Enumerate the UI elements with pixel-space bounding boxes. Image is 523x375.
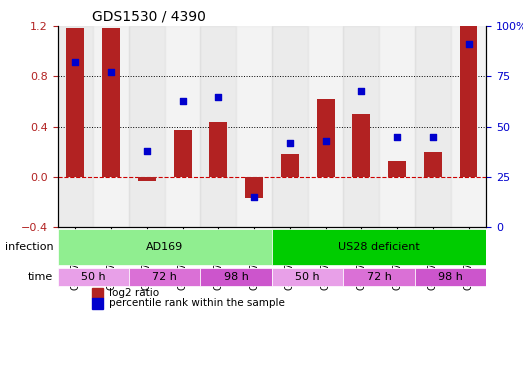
Text: percentile rank within the sample: percentile rank within the sample (109, 298, 285, 309)
Bar (281, 154, 299, 177)
Bar (344, 26, 379, 227)
Point (464, 41, 473, 47)
Bar (460, 26, 477, 177)
Bar (66, 27, 84, 177)
FancyBboxPatch shape (58, 229, 272, 265)
Point (178, 98, 187, 104)
Bar (209, 122, 228, 177)
Text: GDS1530 / 4390: GDS1530 / 4390 (92, 10, 206, 24)
Bar (138, 177, 156, 181)
FancyBboxPatch shape (415, 268, 486, 286)
FancyBboxPatch shape (58, 268, 129, 286)
FancyBboxPatch shape (200, 268, 272, 286)
Text: infection: infection (5, 242, 53, 252)
Bar (92, 298, 103, 309)
Bar (415, 26, 451, 227)
Bar (379, 26, 415, 227)
Text: US28 deficient: US28 deficient (338, 242, 420, 252)
Bar (58, 26, 93, 227)
Bar (165, 26, 200, 227)
Text: 98 h: 98 h (224, 272, 248, 282)
Bar (200, 26, 236, 227)
Point (393, 134, 401, 140)
FancyBboxPatch shape (272, 229, 486, 265)
Bar (272, 26, 308, 227)
Bar (308, 26, 344, 227)
Point (214, 94, 223, 100)
Point (357, 87, 366, 93)
Bar (353, 114, 370, 177)
Text: time: time (28, 272, 53, 282)
Bar (102, 27, 120, 177)
Point (143, 148, 151, 154)
Text: 98 h: 98 h (438, 272, 463, 282)
FancyBboxPatch shape (129, 268, 200, 286)
Point (250, 194, 258, 200)
Bar (129, 26, 165, 227)
Point (429, 134, 437, 140)
Point (286, 140, 294, 146)
Text: log2 ratio: log2 ratio (109, 288, 159, 298)
Bar (451, 26, 486, 227)
Bar (93, 26, 129, 227)
Bar (316, 99, 335, 177)
Point (107, 69, 115, 75)
Point (71, 59, 79, 65)
Bar (236, 26, 272, 227)
Text: 72 h: 72 h (152, 272, 177, 282)
Text: 50 h: 50 h (81, 272, 106, 282)
FancyBboxPatch shape (344, 268, 415, 286)
Bar (388, 160, 406, 177)
FancyBboxPatch shape (272, 268, 344, 286)
Text: 72 h: 72 h (367, 272, 392, 282)
Bar (245, 177, 263, 198)
Text: 50 h: 50 h (295, 272, 320, 282)
Point (321, 138, 329, 144)
Bar (92, 288, 103, 298)
Bar (174, 130, 191, 177)
Text: AD169: AD169 (146, 242, 184, 252)
Bar (424, 152, 442, 177)
